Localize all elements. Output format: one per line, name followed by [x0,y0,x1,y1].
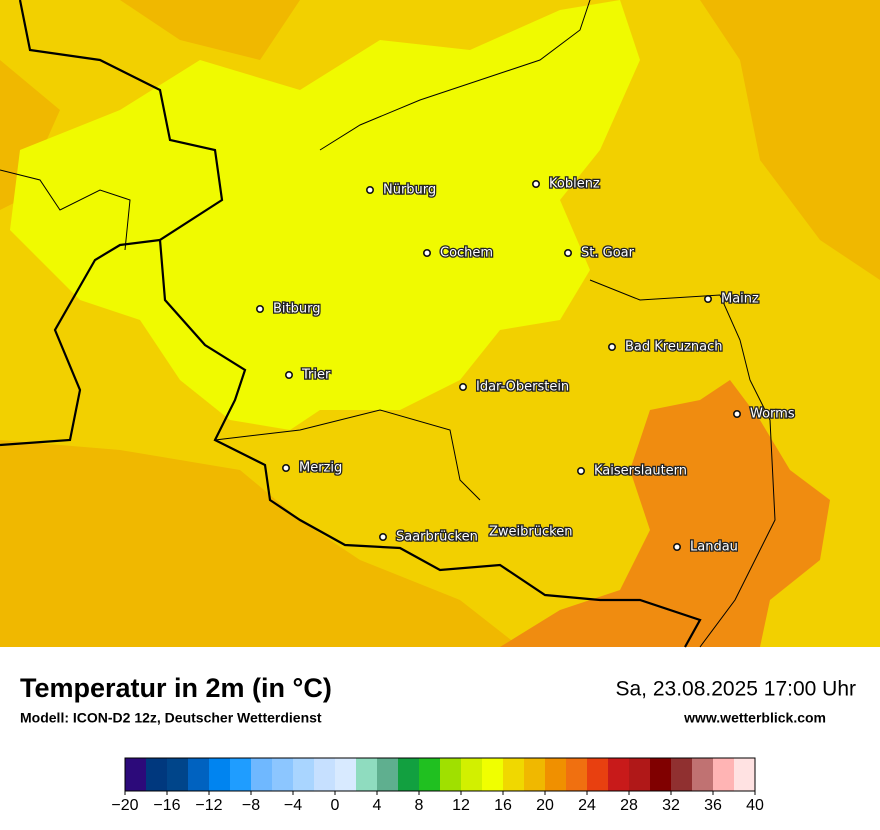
colorbar-segment [293,758,315,791]
map: Nürburg Koblenz Cochem St. Goar Mainz Bitburg… [0,0,880,648]
colorbar-tick-label: 0 [331,797,340,814]
colorbar-segment [608,758,630,791]
colorbar-segment [146,758,168,791]
city-label: Bad Kreuznach [625,340,723,355]
city-label: Trier [301,368,331,383]
colorbar-segment [650,758,672,791]
colorbar-segment [188,758,210,791]
city-dot [422,249,431,258]
colorbar-segment [566,758,588,791]
city-label: Landau [690,540,738,555]
orange-zone [0,0,880,647]
city-dot [458,382,467,391]
colorbar-segment [587,758,609,791]
city-label: Worms [750,407,795,422]
city-dot [672,542,681,551]
hot-zone [500,380,830,647]
forecast-date: Sa, 23.08.2025 17:00 Uhr [615,678,856,701]
city-label: Merzig [299,461,342,476]
city-label: Nürburg [383,183,436,198]
city-layer: Nürburg Koblenz Cochem St. Goar Mainz Bitburg… [255,175,796,556]
colorbar-frame [124,757,756,792]
lime-zone [10,0,640,430]
city-dot [378,532,387,541]
colorbar-tick-label: −4 [284,797,302,814]
city-dot [531,180,540,189]
colorbar-segment [545,758,567,791]
colorbar-segment [440,758,462,791]
colorbar-tick-label: 8 [415,797,424,814]
website: www.wetterblick.com [683,710,826,726]
colorbar-segment [629,758,651,791]
colorbar-segment [713,758,735,791]
map-subtitle: Modell: ICON-D2 12z, Deutscher Wetterdie… [20,710,322,726]
city-dot [732,409,741,418]
colorbar-segment [419,758,441,791]
city-dot [255,304,264,313]
city-label: Koblenz [549,177,600,192]
country-border [0,238,161,447]
state-border [0,0,776,648]
colorbar-tick-label: 24 [578,797,596,814]
colorbar-segment [335,758,357,791]
colorbar-tick-label: 32 [662,797,680,814]
city-dot [576,466,585,475]
city-dot [365,186,374,195]
city-label: St. Goar [581,246,635,261]
colorbar-segment [734,758,756,791]
colorbar-tick-label: 36 [704,797,722,814]
city-dot [284,370,293,379]
city-dot [563,249,572,258]
colorbar-tick-label: −8 [242,797,260,814]
colorbar-tick-label: 12 [452,797,470,814]
city-label: Kaiserslautern [594,464,687,479]
colorbar-segment [356,758,378,791]
colorbar-segment [251,758,273,791]
city-dot [607,342,616,351]
city-label: Bitburg [273,302,321,317]
city-dot [281,463,290,472]
colorbar-tick-label: 28 [620,797,638,814]
colorbar-tick-label: 40 [746,797,764,814]
city-label: Mainz [721,292,759,307]
city-label: Zweibrücken [489,525,572,540]
city-label: Saarbrücken [396,530,478,545]
map-title: Temperatur in 2m (in °C) [20,673,332,703]
colorbar-tick-label: −20 [111,797,138,814]
colorbar-segment [125,758,147,791]
colorbar-segment [671,758,693,791]
colorbar-segment [167,758,189,791]
colorbar-segment [377,758,399,791]
colorbar-segment [503,758,525,791]
colorbar-tick-label: 20 [536,797,554,814]
colorbar-segment [398,758,420,791]
colorbar-segment [272,758,294,791]
colorbar-segment [482,758,504,791]
colorbar-tick-label: −16 [153,797,180,814]
colorbar-tick-label: 16 [494,797,512,814]
colorbar-segment [314,758,336,791]
colorbar-tick-label: −12 [195,797,222,814]
colorbar-segment [209,758,231,791]
city-dot [703,294,712,303]
city-label: Idar-Oberstein [476,380,569,395]
colorbar-segment [230,758,252,791]
colorbar-tick-label: 4 [373,797,382,814]
colorbar-segment [461,758,483,791]
city-label: Cochem [440,246,493,261]
colorbar-segment [692,758,714,791]
colorbar-segment [524,758,546,791]
colorbar: −20 −16 −12 −8 −4 0 4 8 12 16 20 24 28 32 36 40 [111,757,764,814]
